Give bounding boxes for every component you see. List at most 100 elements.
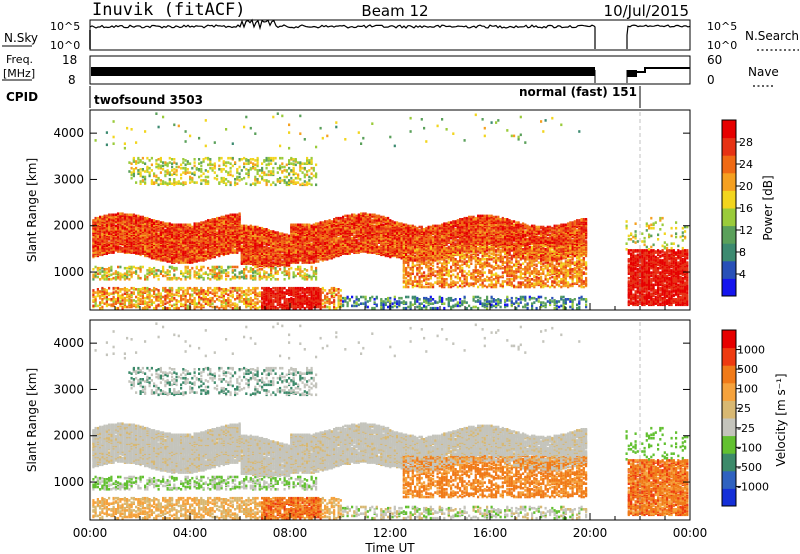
power-echo-cell (99, 295, 101, 298)
power-echo-cell (158, 184, 160, 187)
power-echo-cell (106, 278, 108, 281)
power-echo-cell (108, 298, 110, 301)
power-echo-cell (164, 174, 166, 177)
power-echo-cell (173, 274, 175, 277)
power-echo-cell (146, 217, 148, 220)
power-echo-cell (126, 270, 128, 273)
freq-label-line1: Freq. (6, 53, 33, 66)
power-echo-cell (131, 217, 133, 220)
power-echo-cell (124, 292, 126, 295)
power-echo-cell (108, 292, 110, 295)
power-echo-cell (113, 296, 115, 299)
power-echo-cell (122, 274, 124, 277)
power-echo-cell (95, 217, 97, 220)
power-echo-cell (92, 299, 94, 302)
power-echo-cell (153, 307, 155, 310)
power-echo-cell (162, 287, 164, 290)
power-echo-cell (155, 159, 157, 162)
power-echo-cell (149, 167, 151, 170)
power-echo-cell (144, 130, 146, 133)
power-echo-cell (119, 266, 121, 269)
power-echo-cell (115, 278, 117, 281)
power-echo-cell (113, 277, 115, 280)
power-echo-cell (92, 268, 94, 271)
power-echo-cell (162, 307, 164, 310)
power-echo-cell (151, 157, 153, 160)
power-echo-cell (149, 304, 151, 307)
power-echo-cell (173, 224, 175, 227)
power-echo-cell (142, 266, 144, 269)
station-title: Inuvik (fitACF) (92, 0, 246, 20)
power-echo-cell (108, 278, 110, 281)
power-echo-cell (99, 307, 101, 310)
power-echo-cell (126, 288, 128, 291)
power-echo-cell (142, 179, 144, 182)
power-echo-cell (133, 304, 135, 307)
power-echo-cell (167, 182, 169, 185)
power-echo-cell (146, 276, 148, 279)
power-echo-cell (176, 299, 178, 302)
power-echo-cell (153, 301, 155, 304)
power-echo-cell (137, 169, 139, 172)
power-echo-cell (144, 306, 146, 309)
power-echo-cell (167, 169, 169, 172)
power-echo-cell (135, 181, 137, 184)
power-echo-cell (95, 266, 97, 269)
power-echo-cell (126, 267, 128, 270)
power-echo-cell (99, 290, 101, 293)
power-echo-cell (131, 291, 133, 294)
power-echo-cell (131, 162, 133, 165)
power-echo-cell (142, 291, 144, 294)
power-echo-cell (119, 246, 121, 249)
power-echo-cell (106, 268, 108, 271)
power-echo-cell (169, 222, 171, 225)
power-echo-cell (149, 237, 151, 240)
power-echo-cell (124, 142, 126, 145)
power-echo-cell (131, 214, 133, 217)
power-echo-cell (153, 172, 155, 175)
power-echo-cell (146, 166, 148, 169)
power-echo-cell (169, 304, 171, 307)
power-echo-cell (169, 277, 171, 280)
power-echo-cell (101, 287, 103, 290)
power-echo-cell (158, 298, 160, 301)
power-echo-cell (113, 136, 115, 139)
power-echo-cell (142, 300, 144, 303)
power-echo-cell (113, 120, 115, 123)
power-echo-cell (106, 131, 108, 134)
power-echo-cell (137, 157, 139, 160)
freq-trace (90, 67, 690, 83)
power-echo-cell (137, 215, 139, 218)
power-echo-cell (173, 297, 175, 300)
power-echo-cell (108, 241, 110, 244)
power-echo-cell (101, 267, 103, 270)
power-echo-cell (160, 179, 162, 182)
power-echo-cell (104, 215, 106, 218)
power-echo-cell (144, 181, 146, 184)
power-echo-cell (99, 267, 101, 270)
power-echo-cell (104, 297, 106, 300)
power-echo-cell (153, 219, 155, 222)
power-echo-cell (162, 300, 164, 303)
power-echo-cell (108, 304, 110, 307)
nsky-tick-top: 10^5 (50, 20, 80, 33)
power-echo-cell (167, 307, 169, 310)
power-echo-cell (167, 289, 169, 292)
power-echo-cell (140, 180, 142, 183)
power-echo-cell (162, 296, 164, 299)
power-echo-cell (108, 274, 110, 277)
power-echo-cell (162, 116, 164, 119)
power-echo-cell (155, 288, 157, 291)
power-echo-cell (169, 298, 171, 301)
power-echo-cell (142, 287, 144, 290)
power-echo-cell (119, 212, 121, 215)
power-echo-cell (128, 214, 130, 217)
power-echo-cell (131, 171, 133, 174)
power-echo-cell (137, 277, 139, 280)
power-echo-cell (106, 144, 108, 147)
power-echo-cell (171, 224, 173, 227)
power-echo-cell (146, 269, 148, 272)
power-echo-cell (155, 294, 157, 297)
power-echo-cell (164, 302, 166, 305)
power-echo-cell (122, 306, 124, 309)
